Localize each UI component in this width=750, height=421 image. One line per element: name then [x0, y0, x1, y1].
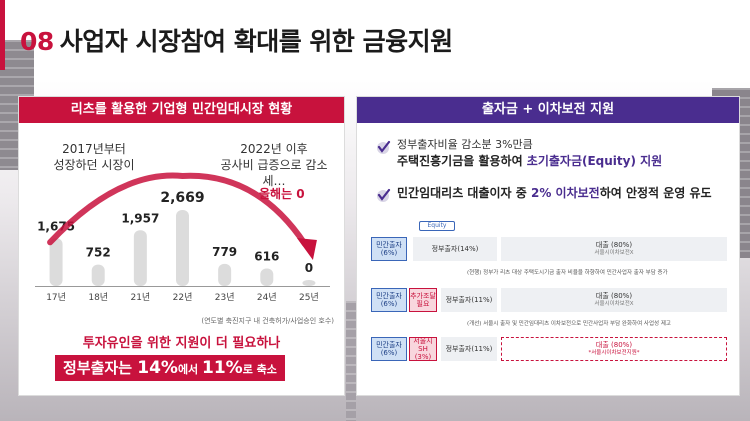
message-gov-share: 정부출자는 14%에서 11%로 축소 — [55, 355, 285, 381]
cell-private-equity: 민간출자 (6%) — [371, 337, 407, 361]
cell-additional-funding: 추가조달 필요 — [409, 288, 437, 312]
bullet-interest: 민간임대리츠 대출이자 중 2% 이차보전하여 안정적 운영 유도 — [375, 185, 735, 202]
chart-category-label: 24년 — [257, 292, 277, 303]
bullet-line: 민간임대리츠 대출이자 중 2% 이차보전하여 안정적 운영 유도 — [397, 185, 735, 201]
chart-category-label: 17년 — [46, 292, 66, 303]
message-part: 에서 — [177, 363, 203, 376]
chart-bar — [260, 268, 274, 286]
cell-gov-equity: 정부출자(11%) — [441, 337, 497, 361]
section-number: 08 — [20, 27, 54, 56]
cell-loan: 대출 (80%) 서울시이차보전X — [501, 288, 727, 312]
financing-row-current: 민간출자 (6%) 정부출자(14%) 대출 (80%) 서울시이차보전X — [371, 237, 731, 261]
panel-title: 출자금 + 이차보전 지원 — [357, 97, 739, 123]
cell-loan-subsidized: 대출 (80%) *서울시이차보전지원* — [501, 337, 727, 361]
chart-bar — [176, 210, 189, 286]
cell-loan: 대출 (80%) 서울시이차보전X — [501, 237, 727, 261]
chart-bar — [302, 280, 316, 286]
annotation-line: 공사비 급증으로 감소세… — [220, 158, 328, 188]
check-icon — [377, 188, 391, 202]
chart-note: (연도별 축진지구 내 건축허가/사업승인 호수) — [201, 317, 334, 325]
cell-seoul-sh: 서울시 SH (3%) — [409, 337, 437, 361]
row-note: (현행) 정부가 리츠 대상 주택도시기금 출자 비율을 하향하여 민간사업자 … — [467, 270, 668, 276]
chart-value-label: 2,669 — [160, 190, 204, 206]
cell-private-equity: 민간출자 (6%) — [371, 288, 407, 312]
row-note: (개선) 서울시 출자 및 민간임대리츠 이차보전으로 민간사업자 부담 완화하… — [467, 321, 671, 327]
bullet-text: 주택진흥기금을 활용하여 — [397, 154, 527, 168]
financing-row-improved: 민간출자 (6%) 서울시 SH (3%) 정부출자(11%) 대출 (80%) *서… — [371, 337, 731, 361]
annotation-line: 성장하던 시장이 — [53, 158, 135, 172]
chart-category-label: 25년 — [299, 292, 319, 303]
chart-value-label: 779 — [212, 245, 237, 259]
chart-category-label: 18년 — [88, 292, 108, 303]
bullet-highlight: 2% 이차보전 — [530, 186, 600, 200]
bullet-line: 정부출자비율 감소분 3%만큼 — [397, 138, 533, 151]
section-title: 사업자 시장참여 확대를 위한 금융지원 — [59, 27, 453, 56]
message-part: 정부출자는 — [63, 359, 138, 377]
chart-value-label: 752 — [86, 246, 111, 260]
panel-title: 리츠를 활용한 기업형 민간임대시장 현황 — [19, 97, 344, 123]
bullet-text: 민간임대리츠 대출이자 중 — [397, 186, 531, 200]
support-panel: 출자금 + 이차보전 지원 정부출자비율 감소분 3%만큼 주택진흥기금을 활용… — [356, 96, 740, 396]
chart-bar — [49, 238, 63, 286]
annotation-line: 2017년부터 — [62, 142, 126, 156]
page-title: 08 사업자 시장참여 확대를 위한 금융지원 — [20, 22, 453, 58]
message-part: 로 축소 — [242, 363, 277, 376]
trend-arrow-head — [296, 238, 317, 260]
trend-arrow — [47, 172, 308, 247]
market-status-panel: 리츠를 활용한 기업형 민간임대시장 현황 2017년부터 성장하던 시장이 2… — [18, 96, 345, 396]
chart-bar — [133, 230, 147, 286]
chart-bar — [218, 263, 232, 286]
message-new-share: 11% — [202, 358, 243, 378]
chart-category-label: 22년 — [173, 292, 193, 303]
chart-category-label: 23년 — [215, 292, 235, 303]
equity-label: Equity — [419, 221, 455, 231]
bullet-line: 주택진흥기금을 활용하여 초기출자금(Equity) 지원 — [397, 153, 735, 169]
decline-annotation: 2022년 이후 공사비 급증으로 감소세… — [209, 141, 339, 189]
message-old-share: 14% — [137, 358, 178, 378]
chart-category-label: 21년 — [130, 292, 150, 303]
cell-private-equity: 민간출자 (6%) — [371, 237, 407, 261]
bar-chart: 1,67517년75218년1,95721년2,66922년77923년6162… — [35, 172, 330, 303]
message-need-support: 투자유인을 위한 지원이 더 필요하나 — [82, 336, 281, 351]
bullet-text: 하여 안정적 운영 유도 — [599, 186, 712, 200]
background-building — [346, 301, 356, 421]
cell-gov-equity: 정부출자(14%) — [413, 237, 497, 261]
chart-value-label: 1,957 — [121, 211, 159, 225]
bullet-equity: 정부출자비율 감소분 3%만큼 주택진흥기금을 활용하여 초기출자금(Equit… — [375, 137, 735, 169]
growth-annotation: 2017년부터 성장하던 시장이 — [39, 141, 149, 173]
cell-gov-equity: 정부출자(11%) — [441, 288, 497, 312]
check-icon — [377, 140, 391, 154]
header-accent-bar — [0, 0, 5, 70]
chart-value-label: 616 — [254, 249, 279, 263]
zero-annotation: 올해는 0 — [259, 187, 305, 201]
annotation-line: 2022년 이후 — [240, 142, 308, 156]
bullet-highlight: 초기출자금(Equity) 지원 — [526, 154, 663, 168]
chart-bar — [91, 264, 105, 286]
financing-row-gap: 민간출자 (6%) 추가조달 필요 정부출자(11%) 대출 (80%) 서울시이차보… — [371, 288, 731, 312]
chart-value-label: 0 — [305, 261, 313, 275]
